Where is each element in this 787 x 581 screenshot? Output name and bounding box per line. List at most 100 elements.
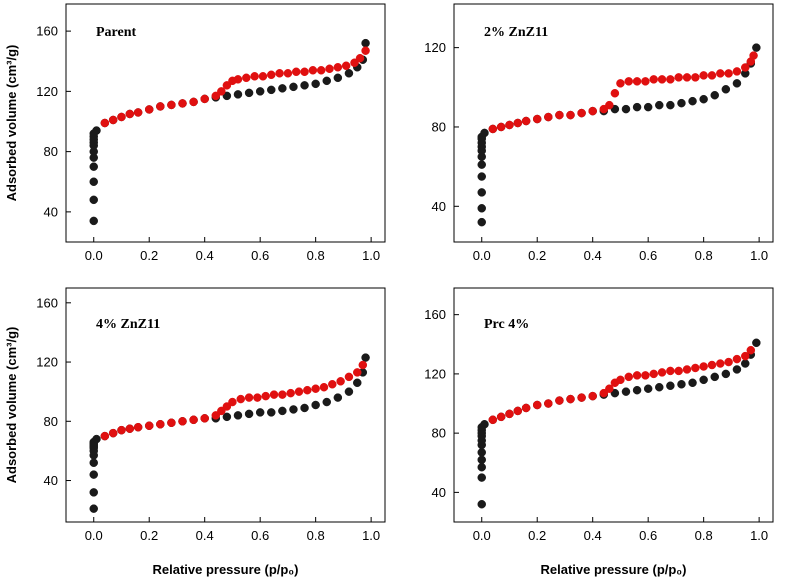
data-point [721, 85, 731, 94]
data-point [566, 394, 575, 404]
data-point [721, 369, 731, 379]
data-point [358, 360, 368, 370]
x-tick-label: 0.0 [85, 248, 103, 263]
y-tick-label: 120 [36, 355, 58, 370]
data-point [749, 51, 758, 60]
data-point [144, 105, 154, 114]
data-point [269, 390, 279, 399]
data-point [666, 366, 675, 376]
x-tick-label: 1.0 [362, 528, 380, 543]
data-point [643, 384, 653, 393]
data-point [89, 488, 98, 497]
y-tick-label: 80 [44, 414, 58, 429]
x-tick-label: 0.4 [584, 528, 602, 543]
data-point [133, 422, 143, 432]
data-point [513, 118, 523, 128]
data-point [255, 87, 265, 96]
x-tick-label: 0.0 [473, 528, 491, 543]
data-point [89, 458, 98, 468]
y-axis-title: Adsorbed volume (cm³/g) [4, 45, 19, 202]
y-tick-label: 120 [36, 84, 58, 99]
data-point [278, 406, 287, 416]
data-points [89, 38, 370, 226]
data-point [200, 414, 209, 423]
data-point [746, 345, 756, 355]
data-point [319, 382, 329, 392]
data-point [322, 397, 331, 407]
data-point [228, 397, 237, 407]
data-point [632, 385, 642, 395]
data-point [599, 388, 609, 398]
data-point [691, 363, 700, 373]
data-point [555, 110, 564, 120]
data-point [233, 90, 243, 99]
data-point [341, 61, 351, 71]
x-tick-label: 0.2 [140, 248, 158, 263]
y-tick-label: 80 [432, 426, 446, 441]
data-point [117, 425, 126, 435]
data-point [649, 75, 658, 84]
data-point [242, 73, 251, 83]
y-tick-label: 160 [36, 295, 58, 310]
data-point [716, 69, 725, 78]
data-point [477, 448, 486, 457]
plot-frame [65, 287, 386, 523]
data-point [643, 102, 653, 112]
data-point [125, 109, 135, 119]
x-tick-label: 0.8 [695, 248, 713, 263]
data-point [666, 100, 675, 110]
data-point [555, 396, 564, 405]
data-point [505, 120, 514, 130]
data-point [316, 66, 326, 75]
x-tick-label: 0.6 [639, 248, 657, 263]
data-point [674, 366, 683, 376]
data-point [125, 424, 135, 433]
data-point [621, 387, 631, 396]
plot-frame [453, 287, 774, 523]
data-point [610, 388, 620, 398]
data-point [217, 87, 226, 96]
chart-panel-4: 0.0 0.2 0.4 0.6 0.8 1.0 40 80 120 160 Prc 4% Relati… [424, 287, 774, 577]
data-point [189, 97, 198, 107]
data-point [477, 188, 486, 197]
y-tick-label: 120 [424, 40, 446, 55]
plot-frame [65, 3, 386, 243]
data-point [311, 384, 320, 393]
x-tick-label: 0.2 [140, 528, 158, 543]
data-point [222, 91, 232, 101]
data-point [521, 403, 531, 413]
data-point [707, 71, 717, 80]
data-point [108, 115, 118, 125]
data-point [532, 400, 542, 410]
data-point [233, 75, 243, 84]
data-point [258, 72, 268, 81]
data-point [710, 372, 719, 382]
data-point [544, 112, 553, 122]
data-point [189, 415, 198, 425]
data-point [724, 357, 733, 367]
data-point [588, 106, 597, 116]
data-point [89, 470, 98, 479]
desorption-series [488, 345, 756, 425]
data-point [353, 368, 362, 377]
data-point [236, 394, 246, 404]
data-point [624, 77, 634, 86]
y-tick-label: 40 [44, 204, 58, 219]
data-point [117, 112, 126, 122]
data-points [477, 43, 761, 227]
data-point [674, 73, 683, 82]
data-point [267, 70, 276, 80]
data-point [308, 66, 318, 75]
data-point [488, 415, 498, 425]
data-point [167, 418, 176, 428]
data-point [89, 195, 98, 205]
x-tick-label: 0.8 [307, 248, 325, 263]
adsorption-series [89, 353, 370, 513]
data-point [300, 67, 309, 77]
x-tick-label: 0.4 [196, 248, 214, 263]
data-point [732, 67, 742, 76]
data-point [244, 393, 254, 402]
data-point [477, 455, 486, 465]
data-point [496, 412, 506, 422]
data-point [699, 71, 708, 80]
